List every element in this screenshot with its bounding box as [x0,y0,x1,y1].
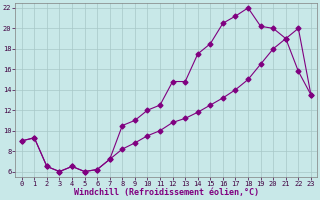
X-axis label: Windchill (Refroidissement éolien,°C): Windchill (Refroidissement éolien,°C) [74,188,259,197]
